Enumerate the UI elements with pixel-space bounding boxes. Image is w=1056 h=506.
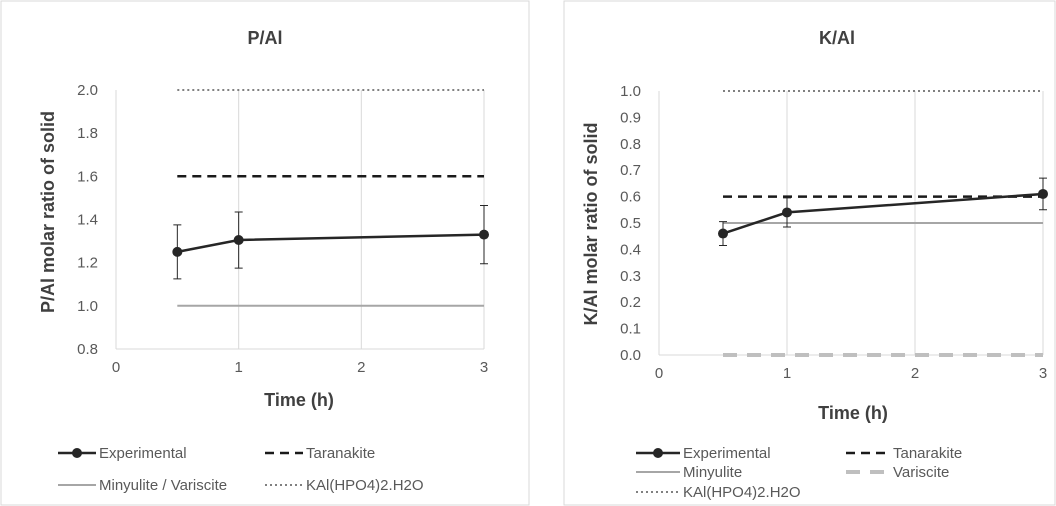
y-tick-label: 2.0 bbox=[77, 82, 98, 99]
data-point bbox=[718, 228, 728, 239]
x-tick-label: 0 bbox=[112, 359, 120, 376]
x-tick-label: 1 bbox=[783, 365, 791, 382]
data-point bbox=[233, 235, 244, 246]
y-axis-title: P/Al molar ratio of solid bbox=[38, 111, 58, 313]
data-point bbox=[479, 229, 489, 240]
y-tick-label: 1.0 bbox=[77, 298, 98, 315]
x-tick-label: 1 bbox=[234, 359, 242, 376]
y-tick-label: 0.0 bbox=[620, 347, 641, 364]
legend-label: Taranakite bbox=[306, 445, 375, 462]
y-tick-label: 0.3 bbox=[620, 268, 641, 285]
y-tick-label: 1.8 bbox=[77, 125, 98, 142]
x-tick-label: 0 bbox=[655, 365, 663, 382]
chart-panel-p-al: P/Al P/Al molar ratio of solid Time (h) … bbox=[0, 0, 530, 506]
legend-label: Experimental bbox=[99, 445, 187, 462]
legend-label: Minyulite / Variscite bbox=[99, 477, 227, 494]
y-tick-label: 0.8 bbox=[620, 136, 641, 153]
legend-label: KAl(HPO4)2.H2O bbox=[683, 484, 801, 501]
chart-p-al: P/Al P/Al molar ratio of solid Time (h) … bbox=[0, 0, 530, 506]
data-point bbox=[782, 207, 792, 218]
legend-label: Tanarakite bbox=[893, 445, 962, 462]
y-tick-label: 0.9 bbox=[620, 109, 641, 126]
chart-border bbox=[0, 0, 530, 506]
y-tick-label: 0.7 bbox=[620, 162, 641, 179]
legend-label: Experimental bbox=[683, 445, 771, 462]
chart-title: P/Al bbox=[247, 28, 282, 48]
x-axis-title: Time (h) bbox=[264, 390, 334, 410]
legend-label: KAl(HPO4)2.H2O bbox=[306, 477, 424, 494]
chart-k-al: K/Al K/Al molar ratio of solid Time (h) … bbox=[563, 0, 1056, 506]
y-tick-label: 1.6 bbox=[77, 168, 98, 185]
y-tick-label: 0.2 bbox=[620, 294, 641, 311]
y-tick-label: 0.1 bbox=[620, 321, 641, 338]
legend-label: Variscite bbox=[893, 464, 949, 481]
x-tick-label: 3 bbox=[480, 359, 488, 376]
x-tick-label: 3 bbox=[1039, 365, 1047, 382]
x-tick-label: 2 bbox=[357, 359, 365, 376]
y-tick-label: 0.4 bbox=[620, 241, 641, 258]
x-axis-title: Time (h) bbox=[818, 403, 888, 423]
x-tick-label: 2 bbox=[911, 365, 919, 382]
y-tick-label: 0.5 bbox=[620, 215, 641, 232]
legend-marker bbox=[653, 448, 663, 458]
y-tick-label: 1.4 bbox=[77, 212, 98, 229]
y-axis-title: K/Al molar ratio of solid bbox=[581, 122, 601, 325]
y-tick-label: 1.0 bbox=[620, 83, 641, 100]
y-tick-label: 1.2 bbox=[77, 255, 98, 272]
legend-marker bbox=[72, 448, 82, 458]
chart-panel-k-al: K/Al K/Al molar ratio of solid Time (h) … bbox=[563, 0, 1056, 506]
chart-title: K/Al bbox=[819, 28, 855, 48]
y-tick-label: 0.8 bbox=[77, 341, 98, 358]
legend-label: Minyulite bbox=[683, 464, 742, 481]
y-tick-label: 0.6 bbox=[620, 189, 641, 206]
chart-border bbox=[563, 0, 1056, 506]
data-point bbox=[1038, 188, 1048, 199]
data-point bbox=[172, 246, 183, 257]
